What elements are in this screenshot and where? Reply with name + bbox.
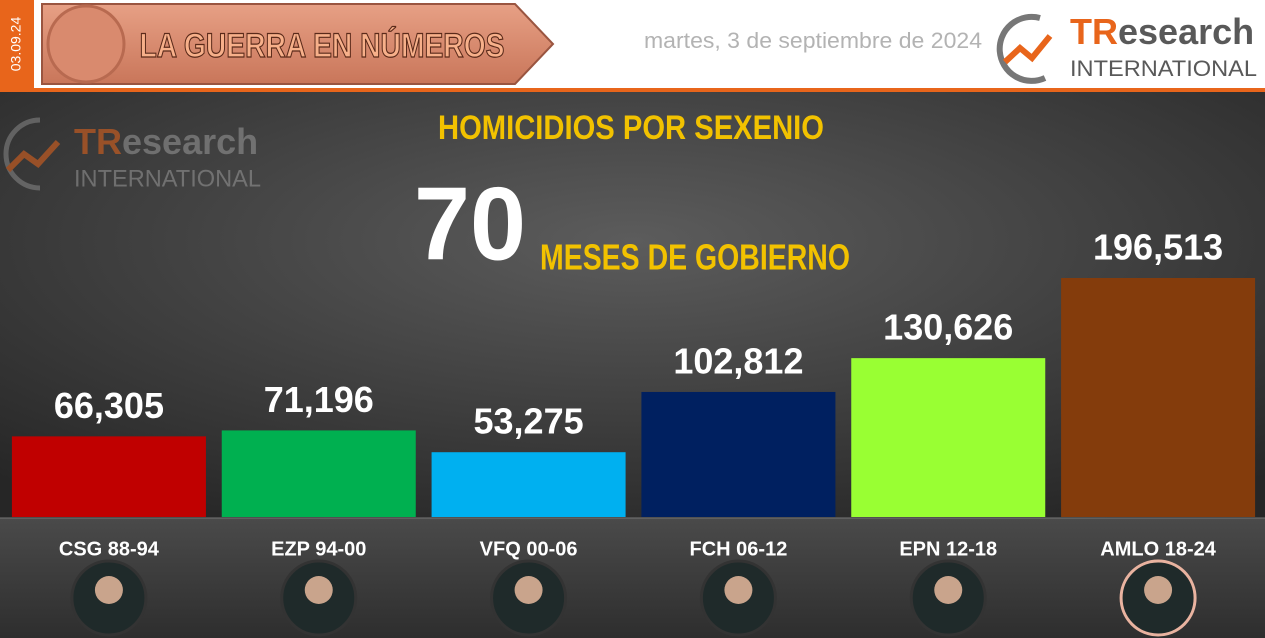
logo-line [1002,34,1053,65]
watermark-sub: INTERNATIONAL [74,165,261,192]
value-label: 53,275 [474,401,584,442]
banner-icon [46,4,126,84]
logo-brand-b: esearch [1118,11,1254,52]
header-title: LA GUERRA EN NÚMEROS [140,27,505,65]
bar [851,358,1046,517]
category-label: AMLO 18-24 [1100,538,1216,560]
header-date: martes, 3 de septiembre de 2024 [644,28,982,53]
bar [1061,278,1256,517]
portrait-head [724,576,753,604]
chart-title: HOMICIDIOS POR SEXENIO [438,109,824,147]
value-label: 71,196 [264,379,374,420]
side-date: 03.09.24 [8,17,24,72]
value-label: 66,305 [54,385,164,426]
portrait-head [94,576,123,604]
bar [221,430,416,517]
category-label: EZP 94-00 [271,538,366,560]
category-label: EPN 12-18 [899,538,997,560]
plot-bg [0,92,1265,518]
category-label: CSG 88-94 [59,538,160,560]
logo-brand: TResearch [1070,11,1254,52]
logo-sub: INTERNATIONAL [1070,56,1257,81]
bar [641,391,836,517]
months-text: MESES DE GOBIERNO [540,237,850,278]
watermark-arc [3,117,41,191]
portrait-head [514,576,543,604]
portrait-head [934,576,963,604]
watermark-brand-b: esearch [122,121,258,162]
watermark-brand: TResearch [74,121,258,162]
category-label: VFQ 00-06 [480,538,578,560]
watermark-brand-a: TR [74,121,122,162]
months-number: 70 [414,166,526,282]
portrait-head [304,576,333,604]
value-label: 102,812 [673,340,803,381]
category-label: FCH 06-12 [690,538,788,560]
value-label: 196,513 [1093,227,1223,268]
watermark-line [5,139,61,173]
bar [431,452,626,517]
logo-brand-a: TR [1070,11,1118,52]
foot-bg [0,518,1265,638]
watermark: TResearch INTERNATIONAL [3,117,261,192]
side-strip [0,0,34,88]
portrait-head [1144,576,1173,604]
logo-arc [996,13,1047,84]
bar [11,436,206,517]
title-banner [41,3,555,85]
header-rule [0,88,1265,92]
value-label: 130,626 [883,307,1013,348]
